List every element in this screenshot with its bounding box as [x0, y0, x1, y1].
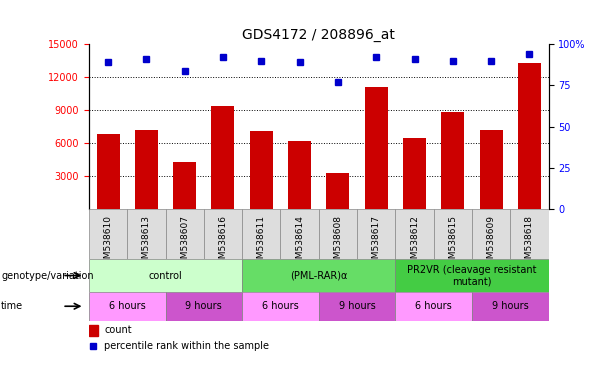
Text: genotype/variation: genotype/variation	[1, 270, 94, 281]
Text: GSM538616: GSM538616	[218, 215, 227, 270]
Text: control: control	[148, 270, 183, 281]
Bar	[472, 209, 510, 259]
Bar	[89, 259, 242, 292]
Bar	[395, 259, 549, 292]
Bar	[166, 209, 204, 259]
Text: 9 hours: 9 hours	[492, 301, 528, 311]
Text: count: count	[104, 325, 132, 336]
Text: 6 hours: 6 hours	[416, 301, 452, 311]
Text: GSM538612: GSM538612	[410, 215, 419, 270]
Text: 9 hours: 9 hours	[339, 301, 375, 311]
Bar	[319, 292, 395, 321]
Bar	[250, 131, 273, 209]
Bar	[281, 209, 319, 259]
Bar	[403, 138, 426, 209]
Bar	[441, 113, 465, 209]
Bar	[242, 209, 281, 259]
Bar	[89, 324, 98, 336]
Bar	[96, 134, 120, 209]
Bar	[479, 130, 503, 209]
Text: GSM538614: GSM538614	[295, 215, 304, 270]
Bar	[518, 63, 541, 209]
Text: (PML-RAR)α: (PML-RAR)α	[290, 270, 348, 281]
Bar	[128, 209, 166, 259]
Text: GSM538613: GSM538613	[142, 215, 151, 270]
Text: percentile rank within the sample: percentile rank within the sample	[104, 341, 269, 351]
Text: GSM538607: GSM538607	[180, 215, 189, 270]
Text: 9 hours: 9 hours	[186, 301, 222, 311]
Text: GSM538610: GSM538610	[104, 215, 113, 270]
Text: GSM538608: GSM538608	[333, 215, 343, 270]
Bar	[211, 106, 235, 209]
Text: GSM538617: GSM538617	[371, 215, 381, 270]
Text: GSM538618: GSM538618	[525, 215, 534, 270]
Title: GDS4172 / 208896_at: GDS4172 / 208896_at	[242, 28, 395, 42]
Text: PR2VR (cleavage resistant
mutant): PR2VR (cleavage resistant mutant)	[407, 265, 537, 286]
Text: 6 hours: 6 hours	[262, 301, 299, 311]
Bar	[242, 259, 395, 292]
Bar	[135, 130, 158, 209]
Bar	[472, 292, 549, 321]
Bar	[327, 173, 349, 209]
Bar	[173, 162, 196, 209]
Bar	[166, 292, 242, 321]
Bar	[89, 292, 166, 321]
Bar	[434, 209, 472, 259]
Bar	[510, 209, 549, 259]
Bar	[288, 141, 311, 209]
Bar	[204, 209, 242, 259]
Bar	[242, 292, 319, 321]
Text: GSM538609: GSM538609	[487, 215, 496, 270]
Bar	[395, 209, 434, 259]
Text: GSM538611: GSM538611	[257, 215, 266, 270]
Bar	[395, 292, 472, 321]
Bar	[319, 209, 357, 259]
Bar	[365, 87, 388, 209]
Text: time: time	[1, 301, 23, 311]
Bar	[89, 209, 128, 259]
Bar	[357, 209, 395, 259]
Text: 6 hours: 6 hours	[109, 301, 145, 311]
Text: GSM538615: GSM538615	[448, 215, 457, 270]
